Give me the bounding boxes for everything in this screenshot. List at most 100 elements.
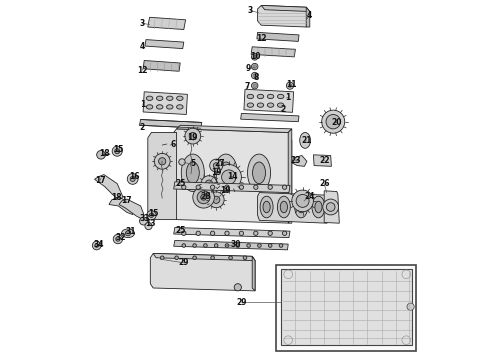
Ellipse shape (253, 65, 257, 68)
Ellipse shape (182, 185, 186, 189)
Text: 26: 26 (319, 179, 329, 188)
Ellipse shape (268, 231, 272, 235)
Text: 29: 29 (178, 258, 189, 267)
Ellipse shape (160, 256, 164, 260)
Ellipse shape (407, 303, 414, 310)
Text: 28: 28 (200, 192, 211, 201)
Ellipse shape (175, 256, 178, 260)
Polygon shape (143, 60, 180, 71)
Polygon shape (244, 89, 294, 112)
Text: 29: 29 (236, 298, 246, 307)
Text: 21: 21 (301, 136, 312, 145)
Text: 34: 34 (94, 240, 104, 249)
Polygon shape (324, 191, 339, 223)
Ellipse shape (196, 231, 200, 235)
Ellipse shape (236, 244, 240, 247)
Polygon shape (174, 182, 290, 193)
Ellipse shape (113, 234, 122, 244)
Ellipse shape (247, 154, 270, 192)
Text: 14: 14 (227, 172, 238, 181)
Ellipse shape (251, 54, 258, 60)
Ellipse shape (149, 213, 153, 217)
Text: 13: 13 (145, 220, 155, 229)
Ellipse shape (251, 72, 258, 79)
Ellipse shape (263, 201, 270, 213)
Polygon shape (281, 269, 413, 345)
Text: 12: 12 (256, 35, 267, 44)
Ellipse shape (277, 103, 284, 107)
Ellipse shape (225, 231, 229, 235)
Text: 5: 5 (190, 159, 196, 168)
Polygon shape (241, 113, 299, 122)
Ellipse shape (211, 256, 215, 260)
Ellipse shape (268, 185, 272, 189)
Polygon shape (148, 132, 176, 220)
Ellipse shape (156, 105, 163, 109)
Text: 19: 19 (220, 186, 230, 195)
Ellipse shape (112, 146, 122, 156)
Text: 25: 25 (175, 179, 185, 188)
Polygon shape (150, 253, 255, 291)
Ellipse shape (300, 132, 311, 148)
Text: 11: 11 (287, 80, 297, 89)
Ellipse shape (253, 55, 257, 59)
Ellipse shape (182, 231, 186, 235)
Ellipse shape (321, 110, 345, 133)
Ellipse shape (221, 170, 236, 184)
Ellipse shape (197, 191, 210, 204)
Ellipse shape (292, 190, 314, 212)
Text: 20: 20 (332, 118, 342, 127)
Ellipse shape (294, 196, 308, 218)
Ellipse shape (166, 140, 175, 148)
Ellipse shape (210, 159, 222, 172)
Ellipse shape (210, 231, 215, 235)
Ellipse shape (253, 74, 257, 77)
Text: 10: 10 (250, 53, 261, 62)
Ellipse shape (225, 185, 229, 189)
Ellipse shape (326, 114, 341, 129)
Ellipse shape (257, 103, 264, 107)
Ellipse shape (225, 244, 229, 247)
Ellipse shape (315, 201, 322, 213)
Ellipse shape (247, 103, 254, 107)
Ellipse shape (234, 284, 242, 291)
Text: 33: 33 (140, 215, 150, 223)
Ellipse shape (204, 244, 207, 247)
Polygon shape (258, 5, 310, 27)
Ellipse shape (251, 63, 258, 70)
Ellipse shape (286, 82, 294, 89)
Ellipse shape (193, 244, 196, 247)
Ellipse shape (254, 185, 258, 189)
Text: 4: 4 (140, 42, 145, 51)
Ellipse shape (277, 196, 291, 218)
Text: 18: 18 (99, 149, 110, 158)
Ellipse shape (239, 231, 244, 235)
Text: 4: 4 (307, 11, 313, 20)
Polygon shape (174, 240, 288, 250)
Text: 9: 9 (246, 64, 251, 73)
Ellipse shape (258, 244, 261, 247)
Ellipse shape (167, 96, 173, 100)
Text: 25: 25 (175, 226, 185, 235)
Ellipse shape (215, 244, 218, 247)
Text: 22: 22 (319, 156, 329, 165)
Ellipse shape (159, 158, 166, 165)
Text: 17: 17 (121, 197, 131, 206)
Text: 30: 30 (231, 240, 241, 249)
Polygon shape (119, 199, 144, 219)
Ellipse shape (251, 82, 258, 89)
Polygon shape (148, 17, 186, 30)
Ellipse shape (201, 176, 217, 192)
Ellipse shape (95, 244, 98, 247)
Text: 12: 12 (137, 66, 147, 75)
Text: 1: 1 (286, 93, 291, 102)
Text: 2: 2 (280, 105, 285, 114)
Ellipse shape (282, 185, 287, 189)
Polygon shape (176, 125, 292, 132)
Polygon shape (143, 92, 187, 114)
Text: 19: 19 (211, 168, 221, 177)
Text: 19: 19 (188, 133, 198, 142)
Polygon shape (140, 120, 202, 128)
Polygon shape (252, 256, 255, 291)
Text: 18: 18 (111, 193, 122, 202)
